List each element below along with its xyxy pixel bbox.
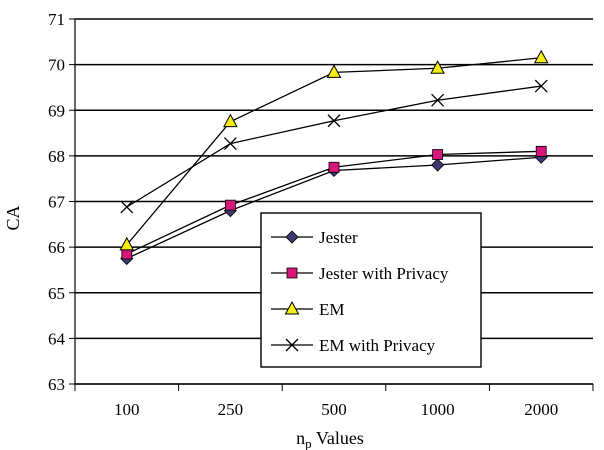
x-tick-label: 250 xyxy=(218,400,244,419)
axes xyxy=(69,18,594,391)
data-point xyxy=(431,93,445,107)
data-point xyxy=(119,236,135,251)
data-point xyxy=(535,145,547,157)
x-tick-labels: 100 250 500 1000 2000 xyxy=(114,400,558,419)
y-tick-label: 69 xyxy=(48,101,65,120)
y-axis-title: CA xyxy=(3,205,23,230)
series-group xyxy=(119,49,549,266)
legend-item: EM with Privacy xyxy=(271,336,436,355)
data-point xyxy=(533,49,549,64)
legend-marker xyxy=(285,338,299,352)
data-point xyxy=(326,64,342,78)
series-em-with-privacy xyxy=(120,79,548,214)
data-point xyxy=(432,149,444,160)
y-tick-label: 63 xyxy=(48,375,65,394)
x-axis-title: np Values xyxy=(296,428,364,450)
data-point xyxy=(223,137,237,151)
data-point xyxy=(328,161,340,173)
x-axis-title-main: n xyxy=(296,428,305,448)
y-tick-label: 66 xyxy=(48,238,65,257)
data-point xyxy=(431,158,445,172)
series-jester-with-privacy xyxy=(121,145,547,260)
gridlines xyxy=(75,18,593,385)
data-point xyxy=(224,199,236,211)
series-line xyxy=(126,85,542,208)
legend: Jester Jester with Privacy EM EM with Priva… xyxy=(260,212,482,368)
legend-marker xyxy=(285,230,299,244)
y-tick-label: 64 xyxy=(48,329,66,348)
legend-item: Jester with Privacy xyxy=(271,264,449,283)
y-tick-labels: 63 64 65 66 67 68 69 70 71 xyxy=(48,10,66,394)
x-tick-label: 1000 xyxy=(421,400,455,419)
data-point xyxy=(327,114,341,128)
x-axis-title-subscript: p xyxy=(305,436,312,450)
legend-item: EM xyxy=(271,300,345,319)
legend-marker xyxy=(286,267,298,279)
y-tick-label: 70 xyxy=(48,56,65,75)
legend-label: Jester with Privacy xyxy=(319,264,449,283)
x-tick-label: 500 xyxy=(321,400,347,419)
x-tick-label: 2000 xyxy=(524,400,558,419)
data-point xyxy=(430,60,445,74)
data-point xyxy=(223,113,238,128)
y-tick-label: 65 xyxy=(48,284,65,303)
legend-label: Jester xyxy=(319,228,358,247)
x-axis-title-suffix: Values xyxy=(312,428,364,448)
data-point xyxy=(121,248,133,260)
y-tick-label: 71 xyxy=(48,10,65,29)
legend-label: EM with Privacy xyxy=(319,336,436,355)
legend-marker xyxy=(284,300,300,315)
legend-label: EM xyxy=(319,300,345,319)
legend-item: Jester xyxy=(271,228,358,247)
data-point xyxy=(534,79,548,93)
legend-box xyxy=(260,212,482,368)
y-tick-label: 68 xyxy=(48,147,65,166)
series-em xyxy=(119,49,549,251)
y-tick-label: 67 xyxy=(48,193,66,212)
data-point xyxy=(120,200,134,214)
x-tick-label: 100 xyxy=(114,400,140,419)
